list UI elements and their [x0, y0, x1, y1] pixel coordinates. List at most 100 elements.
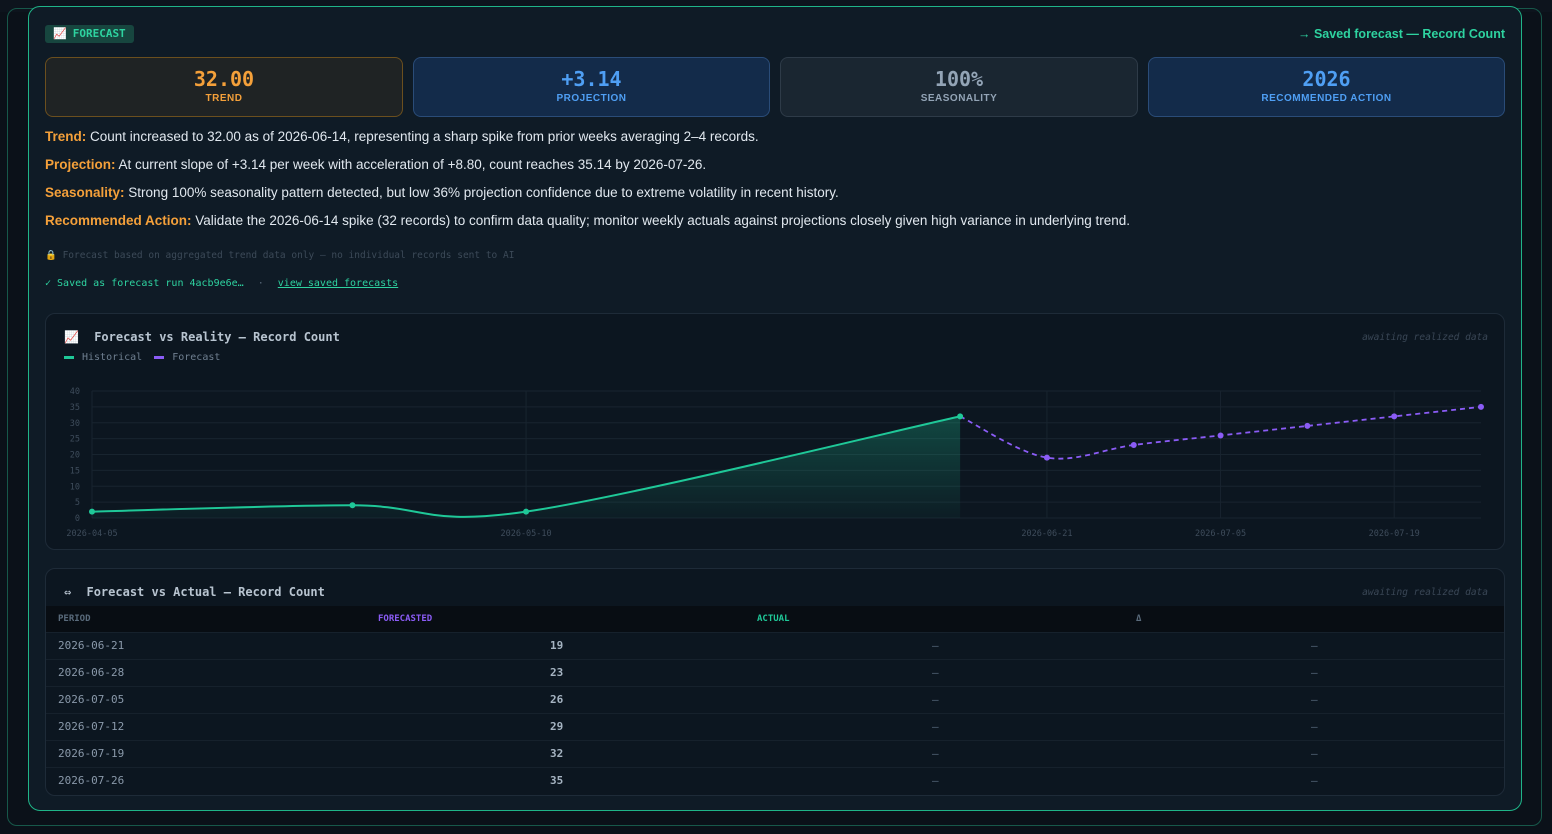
table-header: PERIOD FORECASTED ACTUAL Δ — [46, 606, 1504, 632]
cell-period: 2026-07-26 — [58, 774, 125, 787]
insight-key: Recommended Action: — [45, 213, 192, 228]
insight-key: Projection: — [45, 157, 116, 172]
insight-recommended-action: Recommended Action: Validate the 2026-06… — [45, 213, 1130, 228]
stat-trend-label: TREND — [205, 93, 243, 104]
stat-trend: 32.00 TREND — [45, 57, 403, 117]
insight-text: At current slope of +3.14 per week with … — [118, 157, 707, 172]
cell-actual: — — [932, 774, 939, 787]
saved-run-text: ✓ Saved as forecast run 4acb9e6e… — [45, 278, 244, 289]
chart-panel-title: 📈 Forecast vs Reality — Record Count — [64, 330, 340, 344]
stat-seasonality: 100% SEASONALITY — [780, 57, 1138, 117]
cell-period: 2026-07-05 — [58, 693, 125, 706]
forecast-point — [1043, 454, 1050, 461]
chart-icon: 📈 — [64, 330, 79, 344]
forecast-vs-actual-panel: ⇔ Forecast vs Actual — Record Count awai… — [45, 568, 1505, 796]
table-row: 2026-07-05 26 — — — [46, 686, 1504, 713]
forecast-point — [1217, 432, 1224, 439]
y-tick-label: 20 — [70, 451, 80, 461]
x-tick-label: 2026-07-05 — [1195, 529, 1246, 539]
forecast-vs-reality-panel: 📈 Forecast vs Reality — Record Count awa… — [45, 313, 1505, 550]
cell-actual: — — [932, 693, 939, 706]
legend-historical: Historical — [64, 352, 142, 363]
cell-forecasted: 19 — [550, 639, 564, 652]
legend-swatch-historical — [64, 356, 74, 359]
forecast-card: 📈 FORECAST → Saved forecast — Record Cou… — [28, 6, 1522, 811]
cell-delta: — — [1311, 720, 1318, 733]
cell-actual: — — [932, 666, 939, 679]
y-tick-label: 0 — [75, 514, 80, 524]
table-panel-title-text: Forecast vs Actual — Record Count — [86, 585, 325, 599]
insight-key: Trend: — [45, 129, 87, 144]
forecast-line-chart: 0 5 10 15 20 25 30 35 40 2026-04-05 2026-05-10 2026… — [66, 387, 1484, 539]
historical-point — [89, 508, 95, 515]
legend-forecast: Forecast — [154, 352, 220, 363]
chart-legend: Historical Forecast — [64, 352, 232, 363]
historical-line — [91, 415, 961, 518]
x-tick-label: 2026-05-10 — [500, 529, 551, 539]
x-tick-label: 2026-06-21 — [1021, 529, 1072, 539]
y-tick-label: 10 — [70, 482, 80, 492]
compare-icon: ⇔ — [64, 585, 72, 599]
table-row: 2026-06-28 23 — — — [46, 659, 1504, 686]
y-tick-label: 30 — [70, 419, 80, 429]
legend-swatch-forecast — [154, 356, 165, 359]
insight-seasonality: Seasonality: Strong 100% seasonality pat… — [45, 185, 839, 200]
separator: · — [257, 278, 264, 289]
stat-projection-value: +3.14 — [561, 67, 622, 91]
cell-forecasted: 32 — [550, 747, 564, 760]
chart-icon: 📈 — [53, 27, 67, 40]
cell-delta: — — [1311, 639, 1318, 652]
saved-run-status: ✓ Saved as forecast run 4acb9e6e… · view… — [45, 278, 398, 289]
cell-delta: — — [1311, 774, 1318, 787]
cell-delta: — — [1311, 693, 1318, 706]
stat-seasonality-value: 100% — [934, 67, 984, 91]
cell-delta: — — [1311, 666, 1318, 679]
insight-trend: Trend: Count increased to 32.00 as of 20… — [45, 129, 759, 144]
forecast-point — [1304, 422, 1311, 429]
y-tick-label: 40 — [70, 387, 80, 397]
insight-text: Strong 100% seasonality pattern detected… — [128, 185, 839, 200]
cell-actual: — — [932, 720, 939, 733]
cell-period: 2026-06-21 — [58, 639, 125, 652]
stat-recommended-action-label: RECOMMENDED ACTION — [1261, 93, 1392, 104]
cell-actual: — — [932, 747, 939, 760]
insight-text: Count increased to 32.00 as of 2026-06-1… — [90, 129, 759, 144]
stat-recommended-action-value: 2026 — [1302, 67, 1351, 91]
stat-trend-value: 32.00 — [193, 67, 255, 91]
stat-seasonality-label: SEASONALITY — [920, 93, 998, 104]
cell-period: 2026-07-19 — [58, 747, 125, 760]
header-forecasted[interactable]: FORECASTED — [378, 614, 433, 624]
chart-status: awaiting realized data — [1362, 332, 1488, 343]
insight-text: Validate the 2026-06-14 spike (32 record… — [195, 213, 1131, 228]
table-row: 2026-07-12 29 — — — [46, 713, 1504, 740]
table-panel-title: ⇔ Forecast vs Actual — Record Count — [64, 585, 325, 599]
view-saved-forecasts-link[interactable]: view saved forecasts — [277, 278, 399, 289]
forecast-point — [1391, 413, 1398, 420]
stat-projection: +3.14 PROJECTION — [413, 57, 770, 117]
privacy-note-text: Forecast based on aggregated trend data … — [62, 250, 515, 261]
stat-projection-label: PROJECTION — [556, 93, 627, 104]
insight-key: Seasonality: — [45, 185, 125, 200]
cell-period: 2026-06-28 — [58, 666, 125, 679]
privacy-note: 🔒 Forecast based on aggregated trend dat… — [45, 250, 514, 261]
saved-forecast-link[interactable]: → Saved forecast — Record Count — [1298, 27, 1505, 41]
y-tick-label: 25 — [70, 435, 80, 445]
table-row: 2026-07-26 35 — — — [46, 767, 1504, 794]
header-delta[interactable]: Δ — [1136, 614, 1142, 624]
legend-label: Historical — [82, 352, 143, 363]
cell-forecasted: 23 — [550, 666, 564, 679]
table-status: awaiting realized data — [1362, 587, 1488, 598]
y-tick-label: 35 — [70, 403, 80, 413]
historical-point — [957, 413, 964, 420]
header-period[interactable]: PERIOD — [58, 614, 91, 624]
header-actual[interactable]: ACTUAL — [757, 614, 790, 624]
lock-icon: 🔒 — [45, 250, 57, 261]
y-tick-label: 5 — [75, 498, 80, 508]
table-row: 2026-07-19 32 — — — [46, 740, 1504, 767]
cell-actual: — — [932, 639, 939, 652]
historical-area — [92, 416, 961, 518]
cell-forecasted: 29 — [550, 720, 564, 733]
legend-label: Forecast — [172, 352, 221, 363]
historical-point — [523, 508, 530, 515]
cell-delta: — — [1311, 747, 1318, 760]
